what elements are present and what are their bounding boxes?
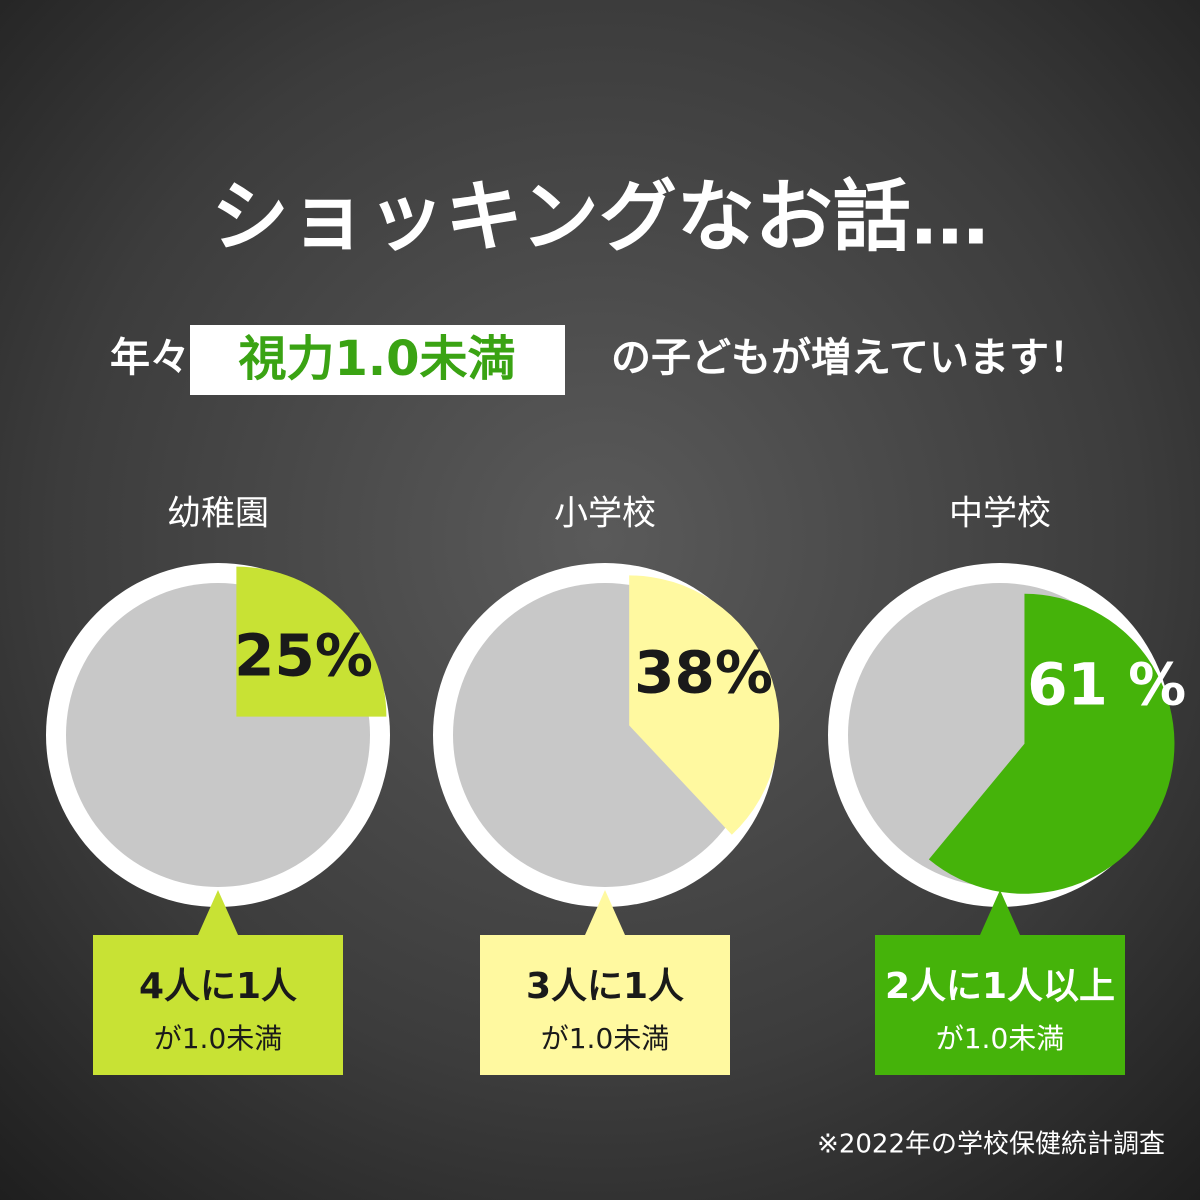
callout-main: 4人に1人 <box>139 966 297 1007</box>
subtitle-after: の子どもが増えています！ <box>611 335 1089 381</box>
pie-slice <box>236 566 387 717</box>
pie-title: 幼稚園 <box>167 494 269 534</box>
callout-box <box>93 890 343 1075</box>
pie-title: 小学校 <box>554 494 656 534</box>
pie-slice <box>928 593 1175 894</box>
callout-box <box>875 890 1125 1075</box>
callout-sub: が1.0未満 <box>154 1022 283 1055</box>
callout-main: 2人に1人以上 <box>885 966 1115 1007</box>
subtitle-highlight: 視力1.0未満 <box>238 331 515 387</box>
slice-label: 61 % <box>1027 651 1186 719</box>
callout-main: 3人に1人 <box>526 966 684 1007</box>
highlight-box <box>190 325 565 395</box>
callout-box <box>480 890 730 1075</box>
footnote: ※2022年の学校保健統計調査 <box>817 1130 1165 1160</box>
subtitle-before: 年々 <box>110 335 190 381</box>
slice-label: 38% <box>634 638 773 706</box>
pie-slice <box>629 575 780 835</box>
callout-sub: が1.0未満 <box>936 1022 1065 1055</box>
pie-title: 中学校 <box>949 494 1051 534</box>
slice-label: 25% <box>234 622 373 690</box>
callout-sub: が1.0未満 <box>541 1022 670 1055</box>
headline: ショッキングなお話… <box>211 172 989 262</box>
